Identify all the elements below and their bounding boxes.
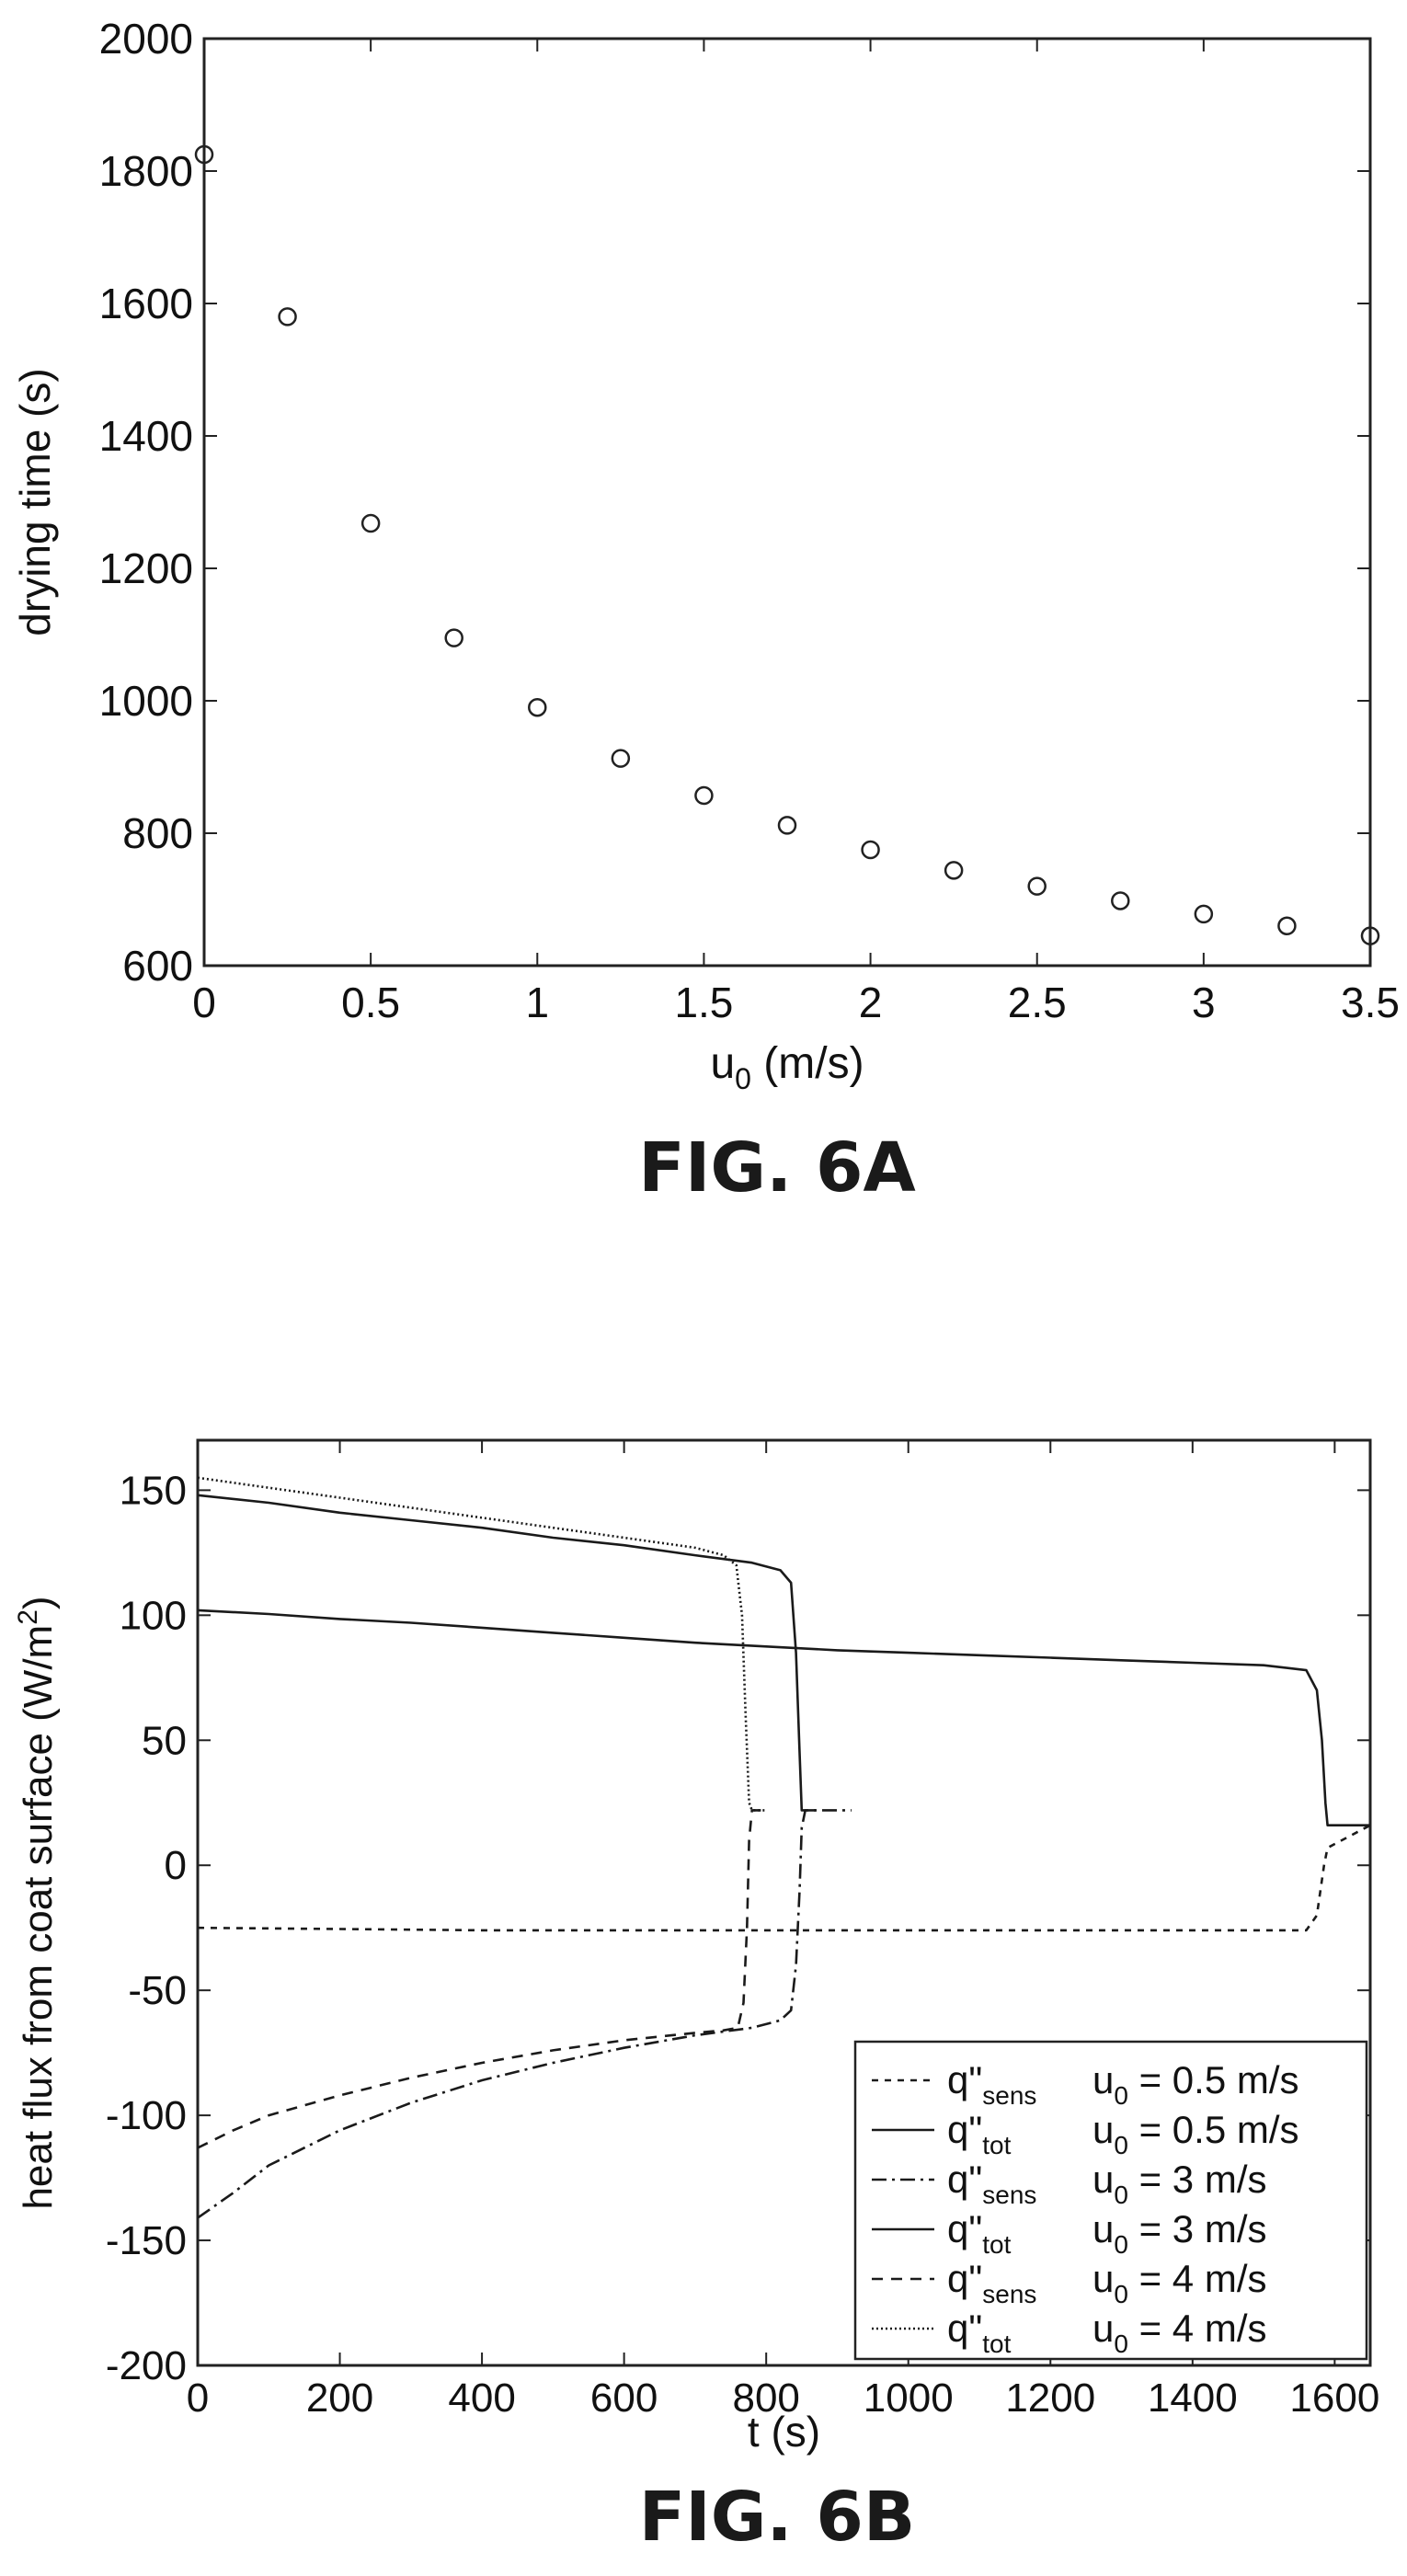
x-axis-label: t (s) [748, 2408, 820, 2456]
legend-box [853, 2040, 1368, 2361]
series-line-3 [198, 1809, 852, 2219]
y-tick-label: 1800 [99, 147, 193, 195]
x-tick-label: 400 [448, 2376, 515, 2421]
y-axis-label: drying time (s) [11, 368, 59, 635]
figure-6b: 0 200 400 600 800 1000 1200 1400 1600 -200 -150 -10… [0, 1380, 1407, 2576]
x-tick-label: 2.5 [1008, 979, 1067, 1026]
figure-caption: FIG. 6A [638, 1128, 915, 1208]
y-tick-label: 100 [120, 1593, 187, 1638]
figure-caption: FIG. 6B [639, 2478, 916, 2557]
x-tick-label: 1 [525, 979, 549, 1026]
data-point [1111, 891, 1130, 910]
y-tick-label: 1600 [99, 280, 193, 327]
x-tick-label: 0 [192, 979, 216, 1026]
y-tick-label: -100 [106, 2093, 187, 2138]
data-point [278, 307, 297, 326]
x-tick-label: 1.5 [674, 979, 733, 1026]
y-tick-label: 800 [122, 809, 193, 857]
y-tick-label: 50 [142, 1718, 187, 1763]
y-tick-label: -150 [106, 2218, 187, 2263]
data-point [1027, 876, 1047, 896]
y-tick-label: 600 [122, 942, 193, 990]
series-line-4 [198, 1494, 817, 1812]
y-tick-label: -200 [106, 2343, 187, 2388]
y-tick-label: 0 [165, 1843, 187, 1888]
figure-6a: 0 0.5 1 1.5 2 2.5 3 3.5 600 800 1000 1200 1400 1600 18… [0, 0, 1407, 1214]
data-point [528, 697, 547, 717]
x-tick-label: 2 [859, 979, 883, 1026]
y-axis-label: heat flux from coat surface (W/m2) [13, 1596, 61, 2209]
chart-6b: 0 200 400 600 800 1000 1200 1400 1600-200-150-10… [13, 1438, 1379, 2557]
data-point [1277, 916, 1297, 936]
x-tick-label: 600 [590, 2376, 658, 2421]
data-point [1360, 926, 1380, 945]
series-line-1 [198, 1824, 1370, 1932]
legend-entry-2: q"tot u0 = 0.5 m/s [947, 2108, 1299, 2159]
y-tick-label: -50 [128, 1968, 187, 2013]
x-tick-label: 1000 [864, 2376, 954, 2421]
data-point [611, 749, 631, 768]
series-line-2 [198, 1609, 1370, 1827]
data-point [694, 785, 714, 806]
legend-entry-5: q"sens u0 = 4 m/s [947, 2257, 1267, 2308]
chart-6a: 0 0.5 1 1.5 2 2.5 3 3.5 600 800 1000 1200 1400 1600 18… [11, 15, 1400, 1208]
data-point [944, 861, 964, 880]
x-axis-label: u0 (m/s) [710, 1039, 864, 1095]
x-tick-label: 3.5 [1341, 979, 1400, 1026]
series-line-5 [198, 1809, 767, 2149]
series-line-6 [198, 1476, 767, 1812]
x-tick-label: 1200 [1005, 2376, 1095, 2421]
legend-entry-4: q"tot u0 = 3 m/s [947, 2207, 1267, 2259]
legend-entry-3: q"sens u0 = 3 m/s [947, 2158, 1267, 2209]
y-tick-label: 1200 [99, 544, 193, 592]
x-tick-label: 200 [306, 2376, 373, 2421]
data-point [861, 840, 880, 860]
legend-entry-6: q"tot u0 = 4 m/s [947, 2307, 1267, 2358]
data-point [194, 144, 214, 165]
y-tick-label: 1000 [99, 677, 193, 725]
plot-frame [196, 1438, 1372, 2367]
x-tick-label: 0 [187, 2376, 209, 2421]
data-point [777, 816, 797, 835]
y-tick-label: 2000 [99, 15, 193, 63]
y-tick-label: 150 [120, 1468, 187, 1513]
x-tick-label: 1600 [1289, 2376, 1379, 2421]
x-tick-label: 800 [732, 2376, 799, 2421]
x-tick-label: 3 [1192, 979, 1216, 1026]
data-point [1194, 904, 1214, 924]
plot-frame [202, 37, 1372, 967]
y-tick-label: 1400 [99, 412, 193, 460]
x-tick-label: 0.5 [341, 979, 400, 1026]
x-tick-label: 1400 [1148, 2376, 1238, 2421]
legend-entry-1: q"sens u0 = 0.5 m/s [947, 2058, 1299, 2110]
data-point [444, 628, 463, 647]
data-point [360, 513, 381, 533]
series-group [198, 1476, 1370, 2219]
